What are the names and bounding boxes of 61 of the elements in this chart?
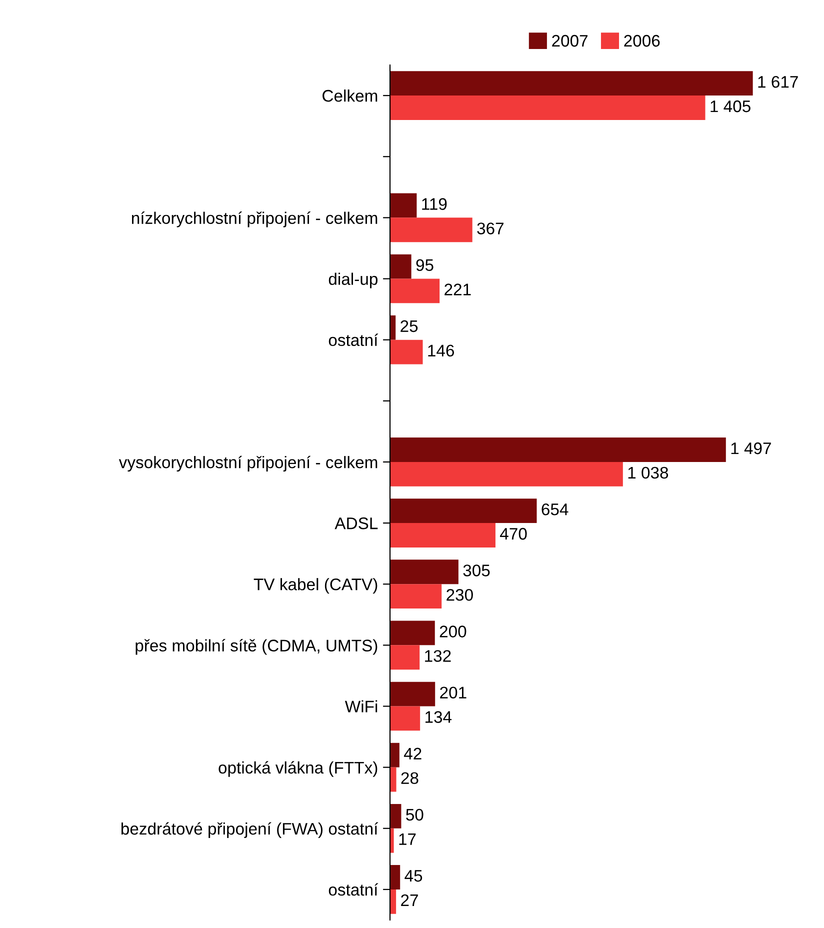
bar: [390, 71, 753, 96]
bar: [390, 498, 537, 524]
y-tick-label: ADSL: [334, 517, 378, 530]
data-label: 17: [399, 833, 416, 845]
bar: [390, 828, 394, 853]
data-label: 146: [428, 344, 454, 357]
data-label: 200: [440, 626, 466, 638]
bar: [390, 584, 442, 609]
bar: [390, 340, 423, 364]
bar: [390, 706, 420, 731]
data-label: 45: [404, 870, 422, 882]
bar: [390, 193, 417, 218]
y-tick-label: ostatní: [328, 883, 378, 896]
data-label: 1 038: [628, 466, 668, 479]
legend-label: 2007: [552, 34, 588, 47]
data-label: 50: [406, 808, 424, 821]
bar: [390, 645, 420, 670]
bar: [390, 523, 496, 548]
bar: [390, 254, 412, 279]
data-label: 654: [542, 503, 568, 516]
y-tick-label: vysokorychlostní připojení - celkem: [118, 456, 378, 472]
y-tick-label: nízkorychlostní připojení - celkem: [132, 212, 378, 228]
data-label: 119: [422, 198, 447, 210]
y-tick-label: optická vlákna (FTTx): [218, 761, 378, 777]
data-label: 201: [440, 686, 466, 699]
bar: [390, 682, 436, 706]
data-label: 27: [401, 894, 418, 906]
data-label: 367: [477, 222, 504, 234]
bar: [390, 742, 400, 768]
bar: [390, 889, 396, 914]
bar: [390, 218, 472, 242]
data-label: 221: [444, 284, 471, 296]
y-tick-label: Celkem: [322, 89, 378, 102]
y-tick-label: WiFi: [344, 700, 378, 712]
bar: [390, 767, 396, 792]
data-label: 1 497: [731, 442, 771, 454]
y-tick-label: dial-up: [328, 272, 378, 288]
bar: [390, 804, 402, 828]
data-label: 42: [404, 748, 422, 760]
data-label: 470: [500, 528, 527, 540]
bar: [390, 96, 706, 120]
y-tick-label: přes mobilní sítě (CDMA, UMTS): [136, 639, 378, 655]
y-tick-label: ostatní: [328, 334, 378, 346]
data-label: 1 617: [758, 76, 798, 88]
data-label: 28: [401, 772, 418, 784]
bar: [390, 278, 440, 304]
bar: [390, 620, 435, 646]
y-tick-label: TV kabel (CATV): [254, 578, 378, 594]
data-label: 132: [425, 650, 451, 662]
data-label: 1 405: [710, 100, 750, 112]
data-label: 25: [400, 320, 418, 332]
data-label: 230: [446, 588, 473, 601]
y-tick-label: bezdrátové připojení (FWA) ostatní: [121, 822, 378, 838]
bar: [390, 560, 458, 584]
data-label: 95: [416, 259, 434, 272]
data-label: 134: [426, 711, 452, 723]
bar: [390, 438, 726, 462]
bar: [390, 865, 400, 890]
bar: [390, 462, 623, 486]
data-label: 305: [463, 564, 490, 576]
legend-label: 2006: [624, 34, 660, 47]
